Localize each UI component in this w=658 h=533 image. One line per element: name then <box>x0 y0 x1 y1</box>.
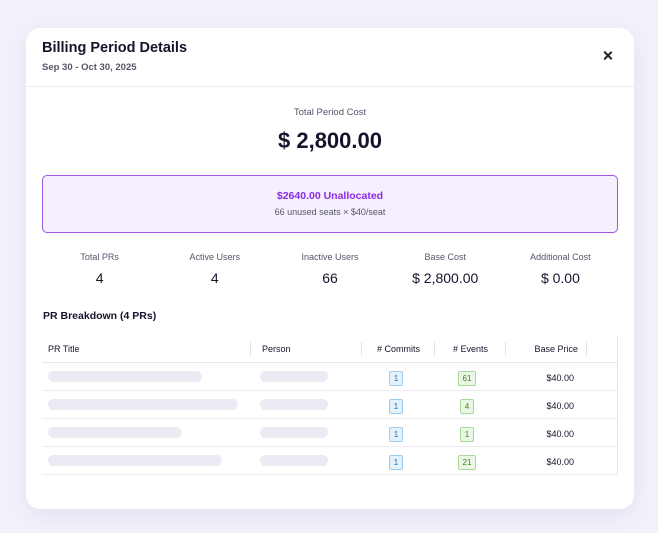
commits-badge: 1 <box>388 370 404 386</box>
stat-value: 4 <box>210 270 219 286</box>
table-row[interactable]: 1 1 $40.00 <box>42 419 618 447</box>
stats-row: Total PRs 4 Active Users 4 Inactive User… <box>42 252 618 286</box>
events-badge: 1 <box>459 426 475 442</box>
stat-value: 66 <box>322 270 338 286</box>
pr-breakdown-title: PR Breakdown (4 PRs) <box>43 310 157 322</box>
total-cost-label: Total Period Cost <box>293 107 367 118</box>
events-badge: 4 <box>459 398 475 414</box>
events-badge: 21 <box>457 454 477 470</box>
events-badge: 61 <box>457 370 477 386</box>
pr-title-placeholder <box>48 371 202 382</box>
commits-badge: 1 <box>388 426 404 442</box>
stat-value: $ 0.00 <box>540 270 580 286</box>
modal-header: Billing Period Details Sep 30 - Oct 30, … <box>26 28 634 87</box>
commits-badge: 1 <box>388 454 404 470</box>
person-placeholder <box>260 427 328 438</box>
stat-base-cost: Base Cost $ 2,800.00 <box>388 252 503 286</box>
table-header: PR Title Person # Commits # Events Base … <box>42 335 618 363</box>
stat-label: Inactive Users <box>301 252 359 262</box>
base-price-value: $40.00 <box>546 456 574 467</box>
column-divider <box>361 341 362 356</box>
modal-title: Billing Period Details <box>42 40 188 56</box>
stat-label: Active Users <box>189 252 241 262</box>
person-placeholder <box>260 455 328 466</box>
stat-label: Base Cost <box>424 252 466 262</box>
table-row[interactable]: 1 4 $40.00 <box>42 391 618 419</box>
stat-label: Additional Cost <box>530 252 591 262</box>
stat-value: $ 2,800.00 <box>412 270 479 286</box>
base-price-value: $40.00 <box>546 400 574 411</box>
billing-period-modal: Billing Period Details Sep 30 - Oct 30, … <box>26 28 634 509</box>
person-placeholder <box>260 399 328 410</box>
column-divider <box>434 341 435 356</box>
column-header-commits[interactable]: # Commits <box>376 343 420 354</box>
unallocated-detail: 66 unused seats × $40/seat <box>274 207 386 217</box>
base-price-value: $40.00 <box>546 372 574 383</box>
stat-total-prs: Total PRs 4 <box>42 252 157 286</box>
unallocated-amount: $2640.00 Unallocated <box>276 190 384 202</box>
stat-label: Total PRs <box>80 252 119 262</box>
commits-badge: 1 <box>388 398 404 414</box>
table-row[interactable]: 1 21 $40.00 <box>42 447 618 475</box>
stat-active-users: Active Users 4 <box>157 252 272 286</box>
base-price-value: $40.00 <box>546 428 574 439</box>
pr-title-placeholder <box>48 399 238 410</box>
billing-period-range: Sep 30 - Oct 30, 2025 <box>42 62 137 73</box>
column-header-events[interactable]: # Events <box>452 343 489 354</box>
pr-title-placeholder <box>48 427 182 438</box>
stat-inactive-users: Inactive Users 66 <box>272 252 387 286</box>
pr-breakdown-table: PR Title Person # Commits # Events Base … <box>42 335 618 475</box>
column-divider <box>586 341 587 356</box>
table-row[interactable]: 1 61 $40.00 <box>42 363 618 391</box>
column-divider <box>250 341 251 356</box>
unallocated-banner: $2640.00 Unallocated 66 unused seats × $… <box>42 175 618 233</box>
column-header-base-price[interactable]: Base Price <box>534 343 578 354</box>
total-cost-value: $ 2,800.00 <box>278 128 382 153</box>
column-header-person[interactable]: Person <box>262 343 291 354</box>
stat-additional-cost: Additional Cost $ 0.00 <box>503 252 618 286</box>
column-header-pr-title[interactable]: PR Title <box>48 343 80 354</box>
close-icon[interactable] <box>600 48 616 64</box>
person-placeholder <box>260 371 328 382</box>
pr-title-placeholder <box>48 455 222 466</box>
column-divider <box>505 341 506 356</box>
stat-value: 4 <box>95 270 104 286</box>
